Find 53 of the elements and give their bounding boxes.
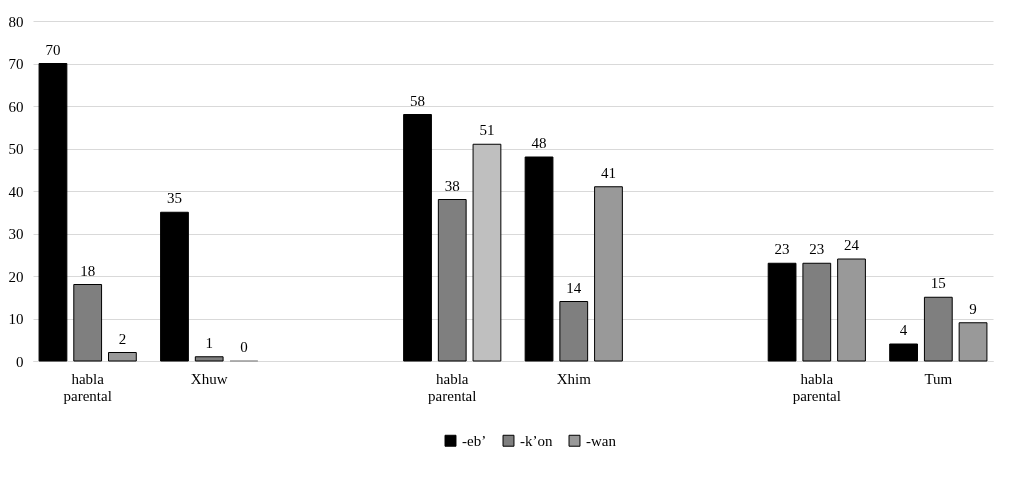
data-label: 58 xyxy=(410,92,426,109)
bar xyxy=(594,186,623,362)
data-label: 38 xyxy=(444,177,460,194)
bar xyxy=(194,356,224,362)
x-tick-label: Tum xyxy=(924,370,953,387)
y-tick-label: 30 xyxy=(8,226,24,242)
data-label: 23 xyxy=(774,241,790,258)
data-label: 70 xyxy=(45,41,61,58)
bar xyxy=(767,262,797,362)
y-tick-label: 80 xyxy=(8,13,24,30)
legend-label: -k’on xyxy=(520,432,553,449)
x-tick-label: habla parental xyxy=(792,370,841,404)
legend-label: -wan xyxy=(586,432,617,449)
y-tick-label: 20 xyxy=(8,268,24,285)
bar xyxy=(73,284,103,362)
data-label: 41 xyxy=(600,164,616,181)
y-tick-label: 50 xyxy=(8,141,24,157)
bar xyxy=(108,352,137,362)
x-tick-label: Xhuw xyxy=(190,370,228,387)
bar xyxy=(160,211,189,362)
x-tick-label: habla parental xyxy=(63,370,112,404)
data-label: 24 xyxy=(844,237,860,253)
y-tick-label: 60 xyxy=(8,98,24,115)
data-label: 14 xyxy=(566,279,582,296)
data-label: 4 xyxy=(899,322,908,338)
bar xyxy=(559,301,589,362)
bar xyxy=(837,258,866,362)
data-label: 23 xyxy=(809,241,825,258)
x-tick-label: habla parental xyxy=(428,370,477,404)
data-label: 1 xyxy=(205,334,213,351)
data-label: 51 xyxy=(479,122,495,139)
y-tick-label: 40 xyxy=(8,183,24,200)
bar xyxy=(923,296,953,362)
bar xyxy=(38,63,68,362)
data-label: 35 xyxy=(166,190,182,207)
bar xyxy=(889,343,918,362)
bar xyxy=(802,262,832,362)
bar xyxy=(472,143,502,362)
bar xyxy=(437,199,467,362)
y-tick-label: 0 xyxy=(16,353,24,370)
data-label: 2 xyxy=(118,330,127,347)
data-label: 18 xyxy=(80,262,96,279)
bar xyxy=(524,156,554,362)
data-label: 48 xyxy=(531,135,547,151)
x-tick-label: Xhim xyxy=(556,370,592,387)
data-label: 9 xyxy=(969,300,977,317)
bar xyxy=(403,114,432,362)
data-label: 0 xyxy=(240,339,248,355)
y-tick-label: 70 xyxy=(8,56,24,72)
bar xyxy=(958,322,988,362)
y-tick-label: 10 xyxy=(8,311,24,327)
legend-label: -eb’ xyxy=(462,432,487,449)
data-label: 15 xyxy=(930,275,946,292)
